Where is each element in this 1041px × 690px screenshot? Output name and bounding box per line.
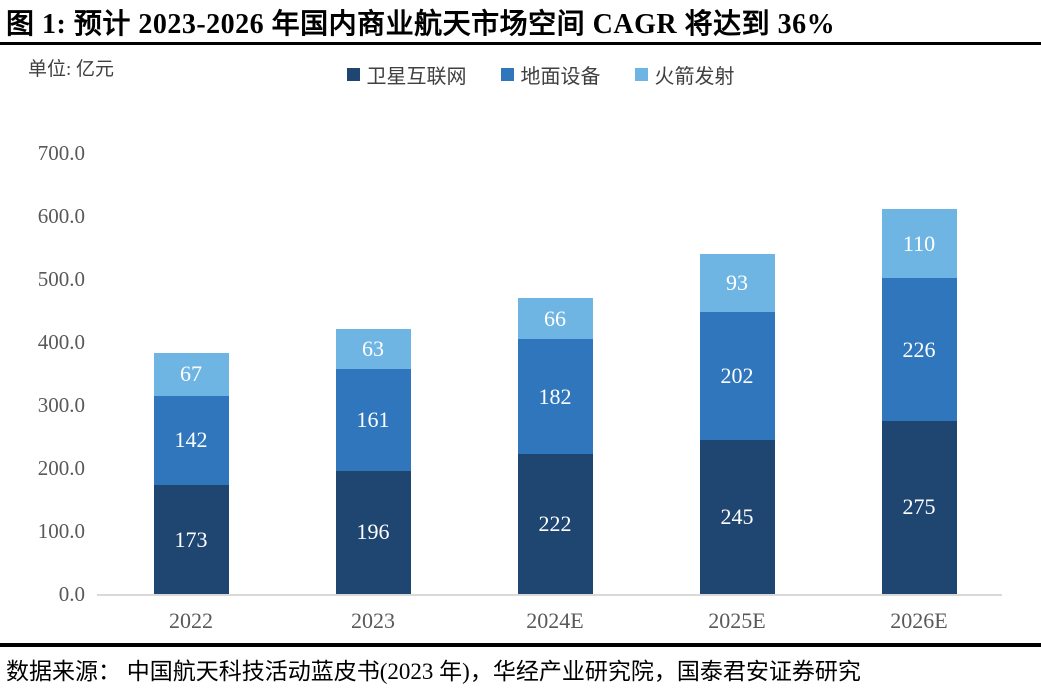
- legend-item-satellite-internet: 卫星互联网: [346, 60, 467, 89]
- bar-segment-series2-2024E: 182: [517, 339, 593, 455]
- y-axis-tick-label: 400.0: [37, 330, 85, 354]
- data-label: 222: [538, 511, 572, 537]
- bar-segment-series2-2023: 161: [335, 369, 411, 471]
- data-label: 182: [538, 383, 572, 409]
- bar-segment-series1-2025E: 245: [699, 439, 775, 594]
- data-label: 196: [356, 519, 390, 545]
- bar-segment-series2-2025E: 202: [699, 312, 775, 440]
- legend-swatch-icon: [634, 68, 648, 81]
- bar-segment-series3-2025E: 93: [699, 253, 775, 313]
- data-source-note: 数据来源： 中国航天科技活动蓝皮书(2023 年)，华经产业研究院，国泰君安证券…: [6, 659, 861, 684]
- bar-segment-series3-2023: 63: [335, 329, 411, 370]
- data-label: 93: [726, 270, 748, 296]
- data-label: 161: [356, 406, 390, 432]
- x-axis-label-2022: 2022: [169, 608, 213, 633]
- stacked-bar-2024E: 222 182 66: [517, 297, 593, 594]
- x-axis-label-2025E: 2025E: [708, 608, 766, 633]
- y-axis-tick-label: 300.0: [37, 393, 85, 417]
- bar-segment-series3-2024E: 66: [517, 297, 593, 340]
- legend-label: 火箭发射: [654, 66, 735, 88]
- plot-area: 173 142 67 196 161 63 222 182 66 245 202 93 275 226 11…: [100, 153, 1010, 594]
- legend-label: 地面设备: [520, 66, 601, 88]
- chart-legend: 卫星互联网 地面设备 火箭发射: [0, 60, 1041, 89]
- bar-segment-series1-2024E: 222: [517, 454, 593, 594]
- stacked-bar-2022: 173 142 67: [153, 353, 229, 594]
- y-axis-tick-label: 500.0: [37, 267, 85, 291]
- stacked-bar-2023: 196 161 63: [335, 329, 411, 594]
- data-label: 66: [544, 305, 566, 331]
- figure-title: 图 1: 预计 2023-2026 年国内商业航天市场空间 CAGR 将达到 3…: [6, 9, 836, 40]
- legend-label: 卫星互联网: [366, 66, 467, 88]
- y-axis-tick-label: 600.0: [37, 204, 85, 228]
- data-label: 142: [174, 427, 208, 453]
- x-axis-label-2023: 2023: [351, 608, 395, 633]
- bar-segment-series1-2022: 173: [153, 485, 229, 594]
- bar-segment-series2-2022: 142: [153, 395, 229, 486]
- bar-segment-series3-2026E: 110: [881, 209, 957, 279]
- bar-segment-series3-2022: 67: [153, 353, 229, 396]
- data-label: 63: [362, 336, 384, 362]
- legend-item-rocket-launch: 火箭发射: [634, 60, 735, 89]
- y-axis-tick-label: 100.0: [37, 519, 85, 543]
- stacked-bar-2025E: 245 202 93: [699, 253, 775, 594]
- legend-swatch-icon: [346, 68, 360, 81]
- bar-segment-series1-2023: 196: [335, 470, 411, 594]
- data-label: 67: [180, 361, 202, 387]
- x-axis-label-2026E: 2026E: [890, 608, 948, 633]
- title-divider-rule: [0, 42, 1041, 45]
- y-axis-tick-label: 700.0: [37, 141, 85, 165]
- bar-segment-series2-2026E: 226: [881, 278, 957, 421]
- bar-segment-series1-2026E: 275: [881, 420, 957, 594]
- data-label: 110: [902, 230, 936, 256]
- y-axis-tick-label: 200.0: [37, 456, 85, 480]
- data-label: 275: [902, 494, 936, 520]
- x-axis-label-2024E: 2024E: [526, 608, 584, 633]
- data-label: 226: [902, 336, 936, 362]
- footer-divider-rule: [0, 643, 1041, 647]
- data-label: 245: [720, 503, 754, 529]
- y-axis: 0.0 100.0 200.0 300.0 400.0 500.0 600.0 700.0: [0, 0, 85, 690]
- data-label: 173: [174, 526, 208, 552]
- unit-label: 单位: 亿元: [28, 59, 115, 80]
- data-label: 202: [720, 363, 754, 389]
- stacked-bar-2026E: 275 226 110: [881, 209, 957, 594]
- y-axis-tick-label: 0.0: [58, 582, 85, 606]
- x-axis-baseline: [97, 594, 1002, 596]
- legend-item-ground-equipment: 地面设备: [500, 60, 601, 89]
- legend-swatch-icon: [500, 68, 514, 81]
